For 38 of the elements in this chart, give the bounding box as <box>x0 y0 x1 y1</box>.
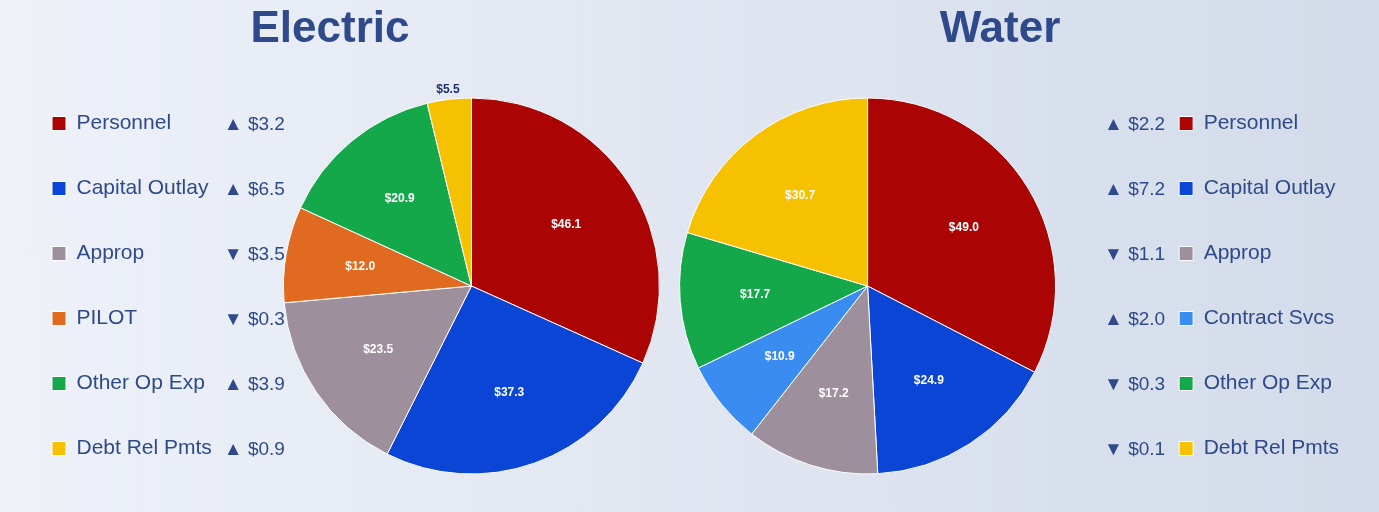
text: ▲ $6.5 <box>223 177 285 200</box>
data-label: $46.1 <box>551 217 582 232</box>
legend-label: Approp <box>76 240 145 264</box>
legend-label: Contract Svcs <box>1203 305 1335 329</box>
legend-label: PILOT <box>76 305 138 329</box>
text: ▲ $3.2 <box>223 112 285 135</box>
legend-label: Approp <box>1203 240 1272 264</box>
data-label: $17.2 <box>818 385 850 400</box>
text: ▼ $1.1 <box>1104 242 1166 265</box>
chart-title: Electric <box>250 2 410 52</box>
legend-label: Other Op Exp <box>1203 370 1333 394</box>
data-label: $30.7 <box>785 187 816 202</box>
legend-label: Other Op Exp <box>76 370 205 394</box>
text: ▼ $0.3 <box>1104 372 1166 395</box>
text: ▲ $0.9 <box>223 437 285 460</box>
legend-label: Debt Rel Pmts <box>76 435 212 459</box>
text: ▲ $2.2 <box>1104 112 1166 135</box>
legend-label: Personnel <box>76 110 172 134</box>
legend-label: Personnel <box>1203 110 1299 134</box>
data-label: $17.7 <box>740 287 771 302</box>
data-label: $20.9 <box>384 191 415 206</box>
text: ▲ $3.9 <box>223 372 285 395</box>
data-label: $12.0 <box>345 259 376 274</box>
legend-label: Capital Outlay <box>76 175 209 199</box>
legend-label: Debt Rel Pmts <box>1203 435 1339 459</box>
legend-label: Capital Outlay <box>1203 175 1337 199</box>
data-label: $37.3 <box>494 384 525 399</box>
text: ▼ $3.5 <box>223 242 285 265</box>
text: ▼ $0.3 <box>223 307 285 330</box>
chart-title: Water <box>939 2 1061 52</box>
text: ▼ $0.1 <box>1104 437 1166 460</box>
text: ▲ $2.0 <box>1104 307 1166 330</box>
data-label: $5.5 <box>436 81 460 96</box>
data-label: $23.5 <box>363 341 394 356</box>
data-label: $49.0 <box>948 219 980 234</box>
text: ▲ $7.2 <box>1104 177 1166 200</box>
data-label: $24.9 <box>913 373 945 388</box>
data-label: $10.9 <box>764 349 796 364</box>
